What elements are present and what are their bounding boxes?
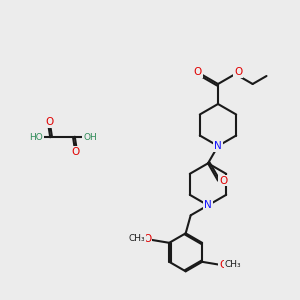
Text: O: O: [143, 234, 152, 244]
Text: O: O: [219, 176, 227, 186]
Text: CH₃: CH₃: [129, 234, 146, 243]
Text: O: O: [234, 67, 242, 77]
Text: O: O: [194, 67, 202, 77]
Text: OH: OH: [83, 133, 97, 142]
Text: CH₃: CH₃: [225, 260, 242, 269]
Text: O: O: [71, 147, 79, 157]
Text: N: N: [214, 141, 222, 151]
Text: O: O: [219, 260, 227, 270]
Text: O: O: [46, 117, 54, 127]
Text: HO: HO: [29, 133, 43, 142]
Text: N: N: [204, 200, 212, 210]
